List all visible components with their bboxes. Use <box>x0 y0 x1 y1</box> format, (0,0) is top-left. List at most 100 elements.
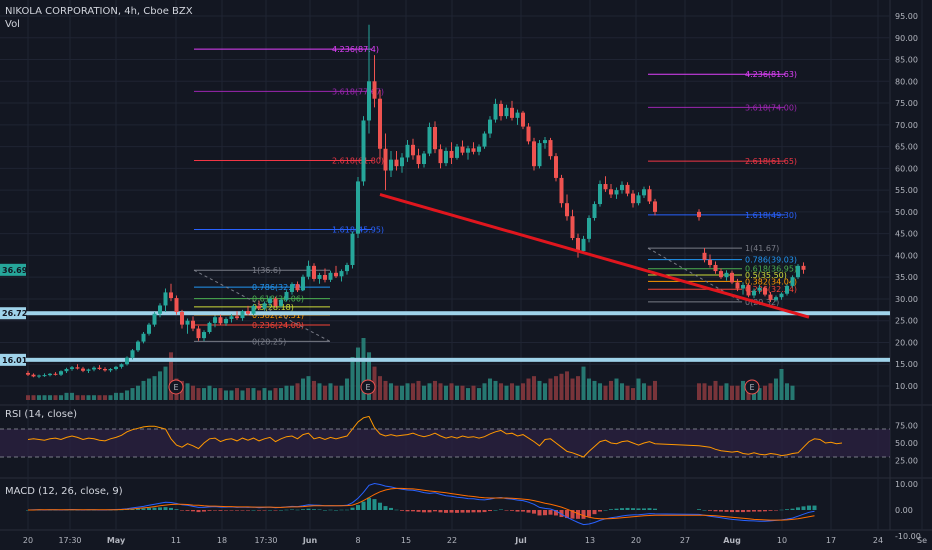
candle-body <box>213 317 217 323</box>
price-tag-label: 26.72 <box>2 309 27 318</box>
chart-title: NIKOLA CORPORATION, 4h, Cboe BZX <box>5 6 193 17</box>
macd-line <box>27 482 815 526</box>
price-tick-label: 85.00 <box>895 56 918 65</box>
candle-body <box>185 320 190 325</box>
candle-body <box>554 156 558 178</box>
macd-histogram-bar <box>427 510 432 513</box>
macd-histogram-bar <box>466 510 470 513</box>
candle-body <box>114 366 118 370</box>
candle-body <box>521 112 525 127</box>
candle-body <box>422 153 426 164</box>
macd-histogram-bar <box>202 510 206 512</box>
volume-bar <box>284 385 289 400</box>
candle-body <box>724 272 729 278</box>
candle-body <box>400 157 404 167</box>
volume-bar <box>262 388 267 400</box>
volume-bar <box>48 395 52 400</box>
fib-level-label: 0(20.25) <box>252 337 286 346</box>
fib-level-label: 0.5(35.50) <box>745 271 787 280</box>
volume-bar <box>526 378 531 400</box>
fib-level-label: 0.786(39.03) <box>745 256 797 265</box>
macd-histogram-bar <box>730 510 734 513</box>
volume-bar <box>119 392 124 400</box>
candle-body <box>37 375 41 377</box>
volume-label: Vol <box>5 19 20 30</box>
price-tick-label: 70.00 <box>895 121 918 130</box>
candle-body <box>174 298 179 312</box>
macd-histogram-bar <box>768 510 773 511</box>
fib-extension-label: 4.236(87.4) <box>332 45 379 54</box>
macd-histogram-bar <box>774 510 778 511</box>
volume-bar <box>251 388 256 400</box>
fib-extension-label: 1.618(49.30) <box>745 211 797 220</box>
candle-body <box>130 350 135 358</box>
candle-body <box>444 150 448 164</box>
candle-body <box>229 316 234 319</box>
macd-histogram-bar <box>334 510 338 511</box>
candle-body <box>108 369 113 371</box>
volume-bar <box>433 380 437 400</box>
candle-body <box>312 265 316 279</box>
macd-histogram-bar <box>642 508 646 510</box>
volume-bar <box>240 390 245 400</box>
candle-body <box>532 141 536 167</box>
macd-histogram-bar <box>92 510 96 511</box>
candle-body <box>218 317 223 324</box>
volume-bar <box>455 385 459 400</box>
macd-histogram-bar <box>576 510 580 519</box>
candle-body <box>328 272 333 280</box>
macd-histogram-bar <box>796 507 800 510</box>
volume-bar <box>532 376 536 400</box>
volume-bar <box>86 395 91 400</box>
candle-body <box>537 143 542 167</box>
rsi-tick-label: 50.00 <box>895 439 918 448</box>
volume-bar <box>273 388 278 400</box>
macd-histogram-bar <box>383 506 388 510</box>
candle-body <box>257 305 261 309</box>
volume-bar <box>394 385 399 400</box>
candle-body <box>372 81 377 99</box>
volume-bar <box>229 390 234 400</box>
candle-body <box>163 292 168 306</box>
candle-body <box>383 148 388 171</box>
volume-bar <box>185 383 190 400</box>
time-tick-label: 18 <box>217 536 227 545</box>
candle-body <box>339 271 344 277</box>
candle-body <box>306 265 311 277</box>
candle-body <box>504 107 509 117</box>
volume-bar <box>257 390 261 400</box>
price-tick-label: 45.00 <box>895 230 918 239</box>
time-tick-label: 10 <box>777 536 787 545</box>
volume-bar <box>130 388 135 400</box>
fib-level-label: 1(41.67) <box>745 244 779 253</box>
volume-bar <box>510 383 514 400</box>
macd-histogram-bar <box>229 510 234 511</box>
candle-body <box>405 144 410 158</box>
candle-body <box>103 369 107 371</box>
candle-body <box>196 328 201 339</box>
candle-body <box>576 238 580 252</box>
time-tick-label: 17 <box>826 536 836 545</box>
candle-body <box>559 177 564 204</box>
candle-body <box>493 103 498 120</box>
macd-histogram-bar <box>306 508 311 510</box>
volume-bar <box>328 383 333 400</box>
volume-bar <box>81 395 85 400</box>
volume-bar <box>339 385 344 400</box>
volume-bar <box>708 385 712 400</box>
macd-histogram-bar <box>125 509 129 510</box>
candle-body <box>587 217 591 239</box>
volume-bar <box>400 385 404 400</box>
macd-histogram-bar <box>779 509 784 511</box>
volume-bar <box>785 383 789 400</box>
macd-histogram-bar <box>598 510 602 512</box>
downtrend-line <box>379 193 810 319</box>
macd-histogram-bar <box>460 510 465 513</box>
macd-histogram-bar <box>510 510 514 511</box>
candle-body <box>191 320 195 329</box>
macd-histogram-bar <box>317 509 322 510</box>
macd-histogram-bar <box>548 510 553 515</box>
volume-bar <box>763 385 767 400</box>
volume-bar <box>587 378 591 400</box>
